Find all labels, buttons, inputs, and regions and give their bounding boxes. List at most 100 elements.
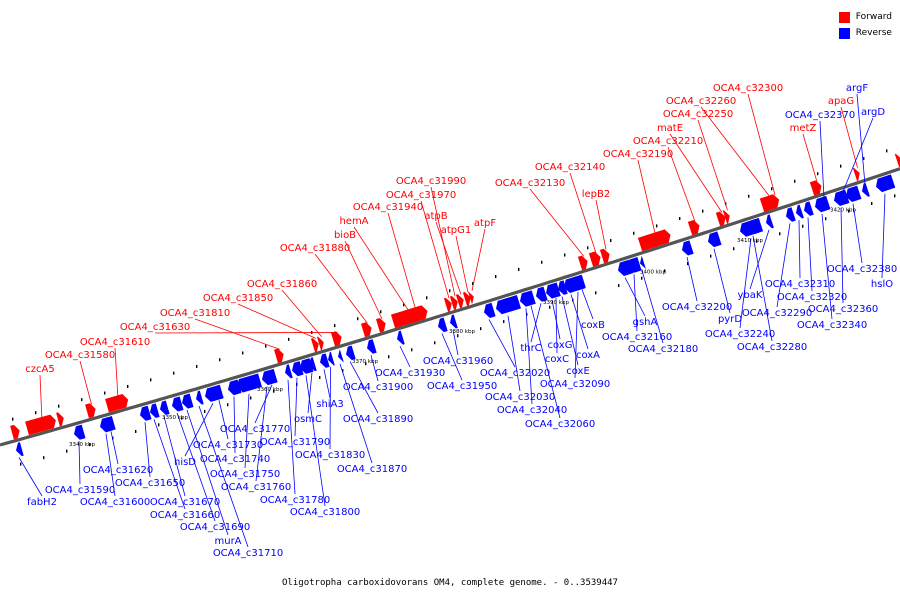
reverse-gene-label: OCA4_c32320 — [777, 292, 847, 303]
reverse-gene-label: OCA4_c31800 — [290, 507, 360, 518]
forward-gene — [809, 180, 822, 196]
reverse-leader-line — [233, 396, 236, 454]
reverse-leader-line — [218, 400, 229, 440]
reverse-gene — [292, 361, 304, 377]
forward-gene-label: OCA4_c31610 — [80, 337, 150, 348]
forward-gene — [894, 153, 900, 168]
reverse-gene — [496, 294, 521, 315]
reverse-gene — [553, 282, 561, 297]
reverse-gene-label: OCA4_c32200 — [662, 302, 732, 313]
reverse-grid-mark — [319, 376, 321, 380]
reverse-leader-line — [840, 207, 844, 304]
reverse-gene — [708, 231, 722, 248]
forward-leader-line — [39, 374, 43, 422]
forward-gene-label: OCA4_c32250 — [663, 109, 733, 120]
reverse-gene — [862, 182, 870, 197]
forward-grid-mark — [587, 246, 589, 250]
reverse-grid-mark — [89, 443, 91, 447]
forward-leader-line — [840, 106, 858, 168]
forward-gene — [769, 194, 778, 209]
forward-grid-mark — [150, 378, 152, 382]
reverse-grid-mark — [158, 423, 160, 427]
forward-gene-label: OCA4_c32300 — [713, 83, 783, 94]
reverse-leader-line — [842, 117, 874, 192]
axis-tick-label: 3410 kbp — [737, 238, 763, 244]
reverse-leader-line — [349, 361, 379, 414]
forward-leader-line — [114, 347, 119, 399]
forward-gene-label: OCA4_c31940 — [353, 202, 423, 213]
reverse-gene — [484, 302, 496, 318]
reverse-leader-line — [507, 315, 521, 392]
reverse-gene — [268, 368, 278, 384]
reverse-gene — [815, 195, 831, 213]
forward-gene-label: OCA4_c31990 — [396, 176, 466, 187]
forward-gene — [687, 220, 700, 236]
reverse-leader-line — [574, 292, 579, 379]
reverse-gene-label: OCA4_c31730 — [193, 440, 263, 451]
reverse-gene-label: OCA4_c31770 — [220, 424, 290, 435]
forward-gene — [56, 412, 64, 427]
forward-leader-line — [154, 332, 338, 334]
forward-grid-mark — [173, 371, 175, 375]
forward-gene — [462, 292, 471, 307]
forward-gene — [316, 336, 324, 351]
reverse-gene — [796, 204, 804, 219]
reverse-leader-line — [752, 235, 773, 342]
reverse-grid-mark — [848, 209, 850, 213]
reverse-grid-mark — [43, 456, 45, 460]
genome-axis — [0, 167, 900, 447]
axis-tick-label: 3390 kbp — [543, 300, 569, 306]
reverse-leader-line — [153, 419, 186, 510]
reverse-gene-label: murA — [214, 536, 241, 547]
forward-grid-mark — [863, 157, 865, 161]
reverse-leader-line — [184, 403, 214, 457]
forward-grid-mark — [242, 351, 244, 355]
forward-leader-line — [669, 133, 723, 213]
reverse-gene-label: OCA4_c31900 — [343, 382, 413, 393]
forward-leader-line — [237, 303, 317, 339]
reverse-grid-mark — [641, 276, 643, 280]
reverse-gene — [140, 405, 152, 421]
reverse-gene-label: OCA4_c32020 — [480, 368, 550, 379]
forward-grid-mark — [357, 317, 359, 321]
reverse-gene — [346, 345, 356, 361]
reverse-gene-label: argF — [846, 83, 868, 94]
reverse-gene-label: OCA4_c32380 — [827, 264, 897, 275]
reverse-grid-mark — [802, 224, 804, 228]
forward-grid-mark — [472, 282, 474, 286]
reverse-gene-label: OCA4_c31620 — [83, 465, 153, 476]
reverse-leader-line — [856, 93, 866, 185]
forward-gene-label: OCA4_c32130 — [495, 178, 565, 189]
reverse-gene-label: OCA4_c31780 — [260, 495, 330, 506]
reverse-grid-mark — [20, 462, 22, 466]
forward-gene — [375, 318, 386, 333]
axis-tick-label: 3400 kbp — [640, 269, 666, 275]
reverse-gene-label: OCA4_c32280 — [737, 342, 807, 353]
forward-gene — [25, 414, 56, 436]
reverse-leader-line — [198, 405, 249, 548]
forward-grid-mark — [610, 239, 612, 243]
reverse-gene-label: OCA4_c32240 — [705, 329, 775, 340]
forward-gene-label: OCA4_c32140 — [535, 162, 605, 173]
reverse-grid-mark — [204, 409, 206, 413]
reverse-gene-label: OCA4_c31690 — [180, 522, 250, 533]
forward-grid-mark — [748, 194, 750, 198]
reverse-gene-label: pyrD — [718, 314, 742, 325]
reverse-gene — [846, 185, 862, 203]
reverse-gene — [682, 240, 694, 256]
forward-grid-mark — [35, 411, 37, 415]
forward-leader-line — [435, 221, 462, 295]
forward-leader-line — [387, 212, 417, 311]
reverse-gene-label: gshA — [633, 317, 658, 328]
reverse-grid-mark — [250, 396, 252, 400]
reverse-gene-label: OCA4_c31750 — [210, 469, 280, 480]
reverse-leader-line — [105, 433, 116, 497]
reverse-grid-mark — [779, 232, 781, 236]
reverse-leader-line — [329, 366, 331, 450]
reverse-gene — [172, 396, 184, 412]
forward-gene — [360, 322, 372, 338]
forward-grid-mark — [449, 289, 451, 293]
forward-grid-mark — [58, 404, 60, 408]
reverse-gene — [528, 290, 536, 305]
forward-leader-line — [747, 93, 776, 196]
